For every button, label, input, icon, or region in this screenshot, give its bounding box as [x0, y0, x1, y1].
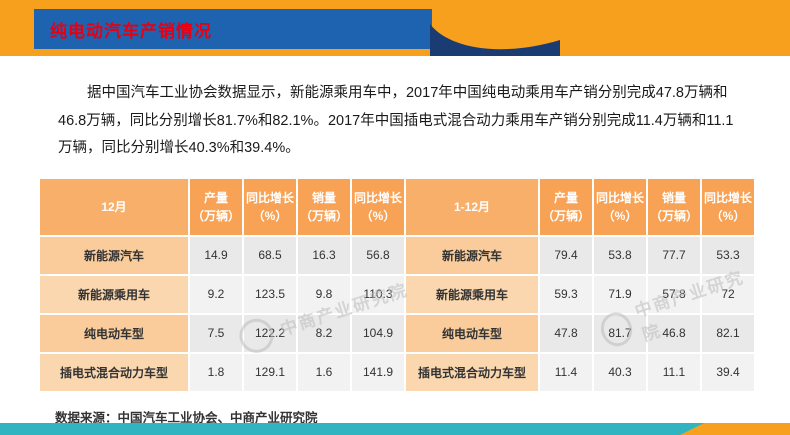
page-header: 纯电动汽车产销情况: [0, 0, 790, 56]
table-cell: 72: [700, 273, 756, 315]
table-cell: 129.1: [242, 351, 298, 393]
table-cell: 59.3: [538, 273, 594, 315]
table-cell: 47.8: [538, 312, 594, 354]
row-label: 插电式混合动力车型: [38, 351, 190, 393]
table-header-row: 12月 产量 （万辆） 同比增长 （%） 销量 （万辆） 同比增长 （%） 1-…: [38, 176, 756, 237]
table-cell: 11.1: [646, 351, 702, 393]
table-cell: 9.2: [188, 273, 244, 315]
row-label: 新能源乘用车: [38, 273, 190, 315]
column-header: 销量 （万辆）: [646, 176, 702, 237]
table-cell: 7.5: [188, 312, 244, 354]
table-cell: 77.7: [646, 234, 702, 276]
table-cell: 56.8: [350, 234, 406, 276]
footer-bar: [0, 423, 790, 435]
table-cell: 122.2: [242, 312, 298, 354]
row-label: 插电式混合动力车型: [404, 351, 540, 393]
page-title: 纯电动汽车产销情况: [50, 21, 212, 41]
period-header-year: 1-12月: [404, 176, 540, 237]
data-source: 数据来源：中国汽车工业协会、中商产业研究院: [55, 410, 318, 425]
table-cell: 82.1: [700, 312, 756, 354]
table-row: 纯电动车型 7.5 122.2 8.2 104.9 纯电动车型 47.8 81.…: [38, 312, 756, 354]
period-header-dec: 12月: [38, 176, 190, 237]
table-cell: 53.8: [592, 234, 648, 276]
table-cell: 57.8: [646, 273, 702, 315]
table-cell: 53.3: [700, 234, 756, 276]
column-header: 同比增长 （%）: [350, 176, 406, 237]
row-label: 纯电动车型: [38, 312, 190, 354]
table-cell: 1.6: [296, 351, 352, 393]
row-label: 新能源汽车: [38, 234, 190, 276]
table-cell: 14.9: [188, 234, 244, 276]
row-label: 新能源汽车: [404, 234, 540, 276]
data-table: 12月 产量 （万辆） 同比增长 （%） 销量 （万辆） 同比增长 （%） 1-…: [38, 176, 756, 393]
table-cell: 110.3: [350, 273, 406, 315]
table-cell: 39.4: [700, 351, 756, 393]
column-header: 同比增长 （%）: [242, 176, 298, 237]
table-cell: 8.2: [296, 312, 352, 354]
table-cell: 141.9: [350, 351, 406, 393]
table-cell: 81.7: [592, 312, 648, 354]
summary-paragraph: 据中国汽车工业协会数据显示，新能源乘用车中，2017年中国纯电动乘用车产销分别完…: [58, 85, 734, 157]
table-row: 新能源乘用车 9.2 123.5 9.8 110.3 新能源乘用车 59.3 7…: [38, 273, 756, 315]
table-area: 中商产业研究院 中商产业研究院 12月 产量 （万辆） 同比增长 （%） 销量 …: [38, 176, 756, 393]
column-header: 产量 （万辆）: [188, 176, 244, 237]
row-label: 新能源乘用车: [404, 273, 540, 315]
table-cell: 16.3: [296, 234, 352, 276]
table-cell: 123.5: [242, 273, 298, 315]
column-header: 销量 （万辆）: [296, 176, 352, 237]
footer-corner-accent: [680, 423, 790, 435]
table-cell: 1.8: [188, 351, 244, 393]
table-row: 插电式混合动力车型 1.8 129.1 1.6 141.9 插电式混合动力车型 …: [38, 351, 756, 393]
row-label: 纯电动车型: [404, 312, 540, 354]
table-cell: 9.8: [296, 273, 352, 315]
header-swoosh-decoration: [430, 24, 560, 56]
table-cell: 46.8: [646, 312, 702, 354]
table-cell: 104.9: [350, 312, 406, 354]
table-cell: 68.5: [242, 234, 298, 276]
column-header: 产量 （万辆）: [538, 176, 594, 237]
table-cell: 11.4: [538, 351, 594, 393]
table-row: 新能源汽车 14.9 68.5 16.3 56.8 新能源汽车 79.4 53.…: [38, 234, 756, 276]
table-cell: 79.4: [538, 234, 594, 276]
table-cell: 40.3: [592, 351, 648, 393]
column-header: 同比增长 （%）: [700, 176, 756, 237]
table-cell: 71.9: [592, 273, 648, 315]
title-banner: 纯电动汽车产销情况: [34, 9, 432, 49]
column-header: 同比增长 （%）: [592, 176, 648, 237]
